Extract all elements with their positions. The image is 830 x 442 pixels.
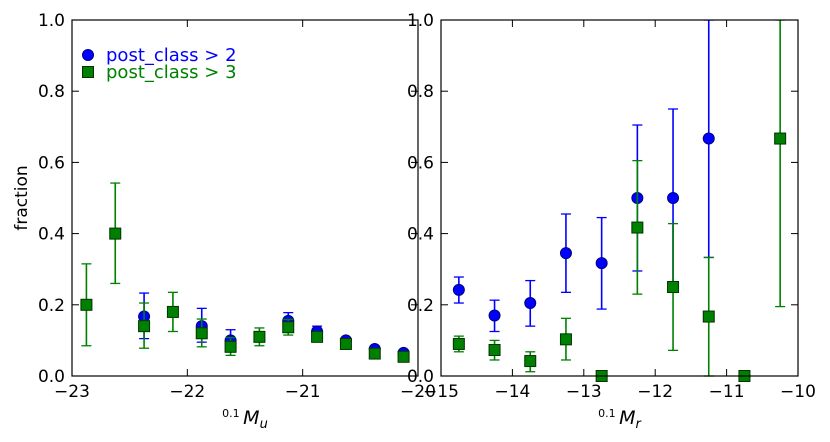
data-point-circle xyxy=(488,309,501,322)
data-point-square xyxy=(109,227,122,240)
data-point-square xyxy=(368,347,381,360)
legend-marker-square xyxy=(82,66,94,78)
y-tick-label: 0.8 xyxy=(407,82,434,102)
data-point-square xyxy=(524,355,537,368)
data-point-circle xyxy=(702,132,715,145)
y-tick-label: 1.0 xyxy=(38,11,65,31)
y-tick-label: 0.0 xyxy=(38,367,65,387)
y-tick-label: 0.8 xyxy=(38,82,65,102)
y-tick-label: 0.0 xyxy=(407,367,434,387)
y-tick-label: 0.2 xyxy=(38,296,65,316)
series-layer xyxy=(452,20,787,382)
y-tick-label: 0.4 xyxy=(407,225,434,245)
plot-area xyxy=(72,20,418,376)
y-tick-label: 0.6 xyxy=(38,153,65,173)
data-point-square xyxy=(80,298,93,311)
y-tick-label: 0.2 xyxy=(407,296,434,316)
x-axis-label: 0.1 Mu xyxy=(222,407,268,432)
y-tick-label: 0.4 xyxy=(38,225,65,245)
data-point-square xyxy=(667,281,680,293)
data-point-square xyxy=(774,132,787,145)
data-point-square xyxy=(397,350,410,363)
axes-frame xyxy=(71,19,419,377)
left-panel: −23 −22 −21 −200.00.20.40.60.81.00.1 Mufrac… xyxy=(12,11,436,432)
x-tick-label: −11 xyxy=(709,382,745,402)
legend-label: post_class > 3 xyxy=(106,62,237,83)
data-point-square xyxy=(488,344,501,357)
axes-frame xyxy=(440,19,799,377)
x-tick-label: −10 xyxy=(780,382,816,402)
data-point-circle xyxy=(559,247,572,260)
data-point-square xyxy=(195,327,208,340)
data-point-square xyxy=(452,337,465,350)
legend-marker-circle xyxy=(82,49,94,61)
y-axis-label: fraction xyxy=(12,165,32,230)
x-tick-label: −12 xyxy=(637,382,673,402)
x-tick-label: −22 xyxy=(169,382,205,402)
x-tick-label: −14 xyxy=(494,382,530,402)
x-tick-label: −15 xyxy=(423,382,459,402)
series-layer xyxy=(80,182,410,363)
data-point-square xyxy=(311,330,324,343)
data-point-circle xyxy=(667,192,680,204)
data-point-circle xyxy=(595,257,608,270)
x-tick-label: −20 xyxy=(400,382,436,402)
plot-area xyxy=(441,20,798,376)
x-axis-label: 0.1 Mr xyxy=(598,407,642,432)
y-tick-label: 0.6 xyxy=(407,153,434,173)
data-point-square xyxy=(339,337,352,350)
data-point-square xyxy=(631,221,644,234)
data-point-square xyxy=(282,321,295,334)
data-point-square xyxy=(559,333,572,346)
right-panel: −15 −14 −13 −12 −11 −10 0.0 0.2 0.4 0.6 0.8 1.0 0.1 … xyxy=(407,11,816,432)
x-tick-label: −23 xyxy=(54,382,90,402)
data-point-square xyxy=(138,320,151,333)
x-tick-label: −21 xyxy=(285,382,321,402)
data-point-circle xyxy=(524,297,537,310)
data-point-square xyxy=(224,340,237,353)
y-tick-label: 1.0 xyxy=(407,11,434,31)
data-point-square xyxy=(702,310,715,323)
data-point-square xyxy=(166,305,179,318)
data-point-square xyxy=(253,330,266,343)
legend-label: post_class > 2 xyxy=(106,45,237,66)
x-tick-label: −13 xyxy=(566,382,602,402)
data-point-circle xyxy=(452,283,465,296)
